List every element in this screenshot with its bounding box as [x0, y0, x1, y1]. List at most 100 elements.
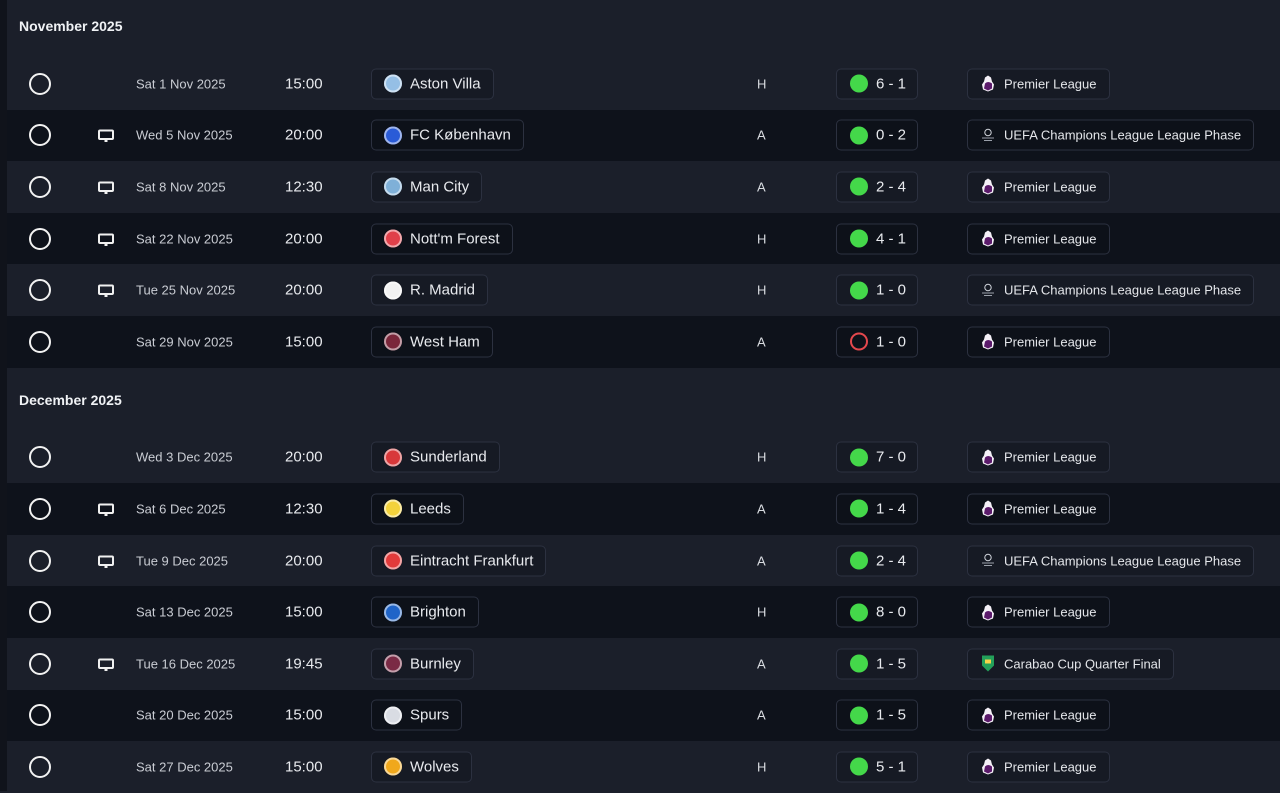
venue-label: H	[757, 76, 767, 92]
match-row[interactable]: Tue 25 Nov 2025 20:00 R. Madrid H 1 - 0 UEFA …	[7, 264, 1280, 316]
competition-name: UEFA Champions League League Phase	[1004, 553, 1242, 569]
fixtures-list: November 2025 Sat 1 Nov 2025 15:00 Aston Vi…	[7, 0, 1280, 793]
kickoff-time: 12:30	[285, 178, 323, 196]
team-crest-icon	[384, 177, 402, 196]
competition-button[interactable]: UEFA Champions League League Phase	[967, 274, 1255, 306]
status-circle-icon[interactable]	[29, 72, 51, 95]
status-circle-icon[interactable]	[29, 175, 51, 198]
match-row[interactable]: Tue 16 Dec 2025 19:45 Burnley A 1 - 5 Carabao…	[7, 638, 1280, 690]
score-text: 1 - 0	[876, 281, 907, 299]
status-circle-icon[interactable]	[29, 755, 51, 778]
status-circle-icon[interactable]	[29, 279, 51, 302]
competition-button[interactable]: Premier League	[967, 751, 1110, 783]
opponent-button[interactable]: Eintracht Frankfurt	[371, 545, 547, 577]
score-text: 1 - 5	[876, 706, 907, 724]
opponent-button[interactable]: Nott'm Forest	[371, 223, 513, 255]
opponent-name: Man City	[410, 178, 470, 196]
match-row[interactable]: Sat 29 Nov 2025 15:00 West Ham A 1 - 0 Premie…	[7, 315, 1280, 368]
kickoff-time: 15:00	[285, 603, 323, 621]
competition-button[interactable]: Premier League	[967, 171, 1110, 203]
venue-label: A	[757, 553, 766, 569]
opponent-button[interactable]: Burnley	[371, 648, 474, 680]
competition-name: Premier League	[1004, 231, 1097, 247]
competition-button[interactable]: UEFA Champions League League Phase	[967, 119, 1255, 151]
score-text: 7 - 0	[876, 448, 907, 466]
opponent-name: Eintracht Frankfurt	[410, 552, 534, 570]
opponent-button[interactable]: Man City	[371, 171, 483, 203]
score-button[interactable]: 5 - 1	[836, 751, 918, 783]
status-circle-icon[interactable]	[29, 124, 51, 147]
opponent-button[interactable]: Wolves	[371, 751, 472, 783]
opponent-button[interactable]: West Ham	[371, 326, 493, 358]
opponent-button[interactable]: Brighton	[371, 596, 479, 628]
opponent-name: Spurs	[410, 706, 450, 724]
score-button[interactable]: 7 - 0	[836, 441, 918, 473]
score-button[interactable]: 6 - 1	[836, 68, 918, 100]
team-crest-icon	[384, 126, 402, 145]
match-row[interactable]: Wed 5 Nov 2025 20:00 FC København A 0 - 2 UEF…	[7, 109, 1280, 162]
match-row[interactable]: Sat 1 Nov 2025 15:00 Aston Villa H 6 - 1 Prem…	[7, 58, 1280, 110]
opponent-button[interactable]: Sunderland	[371, 441, 500, 473]
premier-league-icon	[980, 333, 996, 351]
tv-broadcast-icon	[98, 503, 114, 516]
win-dot-icon	[850, 603, 868, 622]
match-row[interactable]: Sat 8 Nov 2025 12:30 Man City A 2 - 4 Premier…	[7, 161, 1280, 213]
premier-league-icon	[980, 230, 996, 248]
champions-league-icon	[980, 126, 996, 144]
match-row[interactable]: Sat 20 Dec 2025 15:00 Spurs A 1 - 5 Premier L…	[7, 689, 1280, 742]
venue-label: A	[757, 501, 766, 517]
competition-button[interactable]: Premier League	[967, 68, 1110, 100]
competition-button[interactable]: Premier League	[967, 223, 1110, 255]
win-dot-icon	[850, 177, 868, 196]
team-crest-icon	[384, 448, 402, 467]
score-button[interactable]: 2 - 4	[836, 545, 918, 577]
status-circle-icon[interactable]	[29, 446, 51, 469]
competition-button[interactable]: Premier League	[967, 441, 1110, 473]
match-row[interactable]: Tue 9 Dec 2025 20:00 Eintracht Frankfurt A 2…	[7, 535, 1280, 587]
score-button[interactable]: 1 - 5	[836, 648, 918, 680]
opponent-button[interactable]: FC København	[371, 119, 524, 151]
score-button[interactable]: 1 - 4	[836, 493, 918, 525]
competition-button[interactable]: Carabao Cup Quarter Final	[967, 648, 1174, 680]
match-row[interactable]: Sat 22 Nov 2025 20:00 Nott'm Forest H 4 - 1 P…	[7, 212, 1280, 265]
competition-button[interactable]: UEFA Champions League League Phase	[967, 545, 1255, 577]
score-button[interactable]: 8 - 0	[836, 596, 918, 628]
score-button[interactable]: 1 - 0	[836, 274, 918, 306]
status-circle-icon[interactable]	[29, 227, 51, 250]
status-circle-icon[interactable]	[29, 704, 51, 727]
status-circle-icon[interactable]	[29, 497, 51, 520]
competition-button[interactable]: Premier League	[967, 596, 1110, 628]
opponent-name: Sunderland	[410, 448, 487, 466]
score-button[interactable]: 1 - 5	[836, 699, 918, 731]
score-text: 1 - 4	[876, 500, 907, 518]
score-button[interactable]: 1 - 0	[836, 326, 918, 358]
opponent-button[interactable]: R. Madrid	[371, 274, 489, 306]
competition-button[interactable]: Premier League	[967, 493, 1110, 525]
match-row[interactable]: Sat 13 Dec 2025 15:00 Brighton H 8 - 0 Premie…	[7, 586, 1280, 638]
opponent-button[interactable]: Aston Villa	[371, 68, 494, 100]
status-circle-icon[interactable]	[29, 330, 51, 353]
kickoff-time: 20:00	[285, 230, 323, 248]
opponent-button[interactable]: Spurs	[371, 699, 463, 731]
score-button[interactable]: 2 - 4	[836, 171, 918, 203]
team-crest-icon	[384, 281, 402, 300]
status-circle-icon[interactable]	[29, 601, 51, 624]
match-row[interactable]: Sat 27 Dec 2025 15:00 Wolves H 5 - 1 Premier …	[7, 741, 1280, 793]
score-button[interactable]: 4 - 1	[836, 223, 918, 255]
score-text: 6 - 1	[876, 75, 907, 93]
score-text: 5 - 1	[876, 758, 907, 776]
status-circle-icon[interactable]	[29, 652, 51, 675]
premier-league-icon	[980, 603, 996, 621]
competition-button[interactable]: Premier League	[967, 699, 1110, 731]
status-circle-icon[interactable]	[29, 549, 51, 572]
match-row[interactable]: Wed 3 Dec 2025 20:00 Sunderland H 7 - 0 Premi…	[7, 432, 1280, 484]
match-row[interactable]: Sat 6 Dec 2025 12:30 Leeds A 1 - 4 Premier Le…	[7, 483, 1280, 535]
competition-button[interactable]: Premier League	[967, 326, 1110, 358]
team-crest-icon	[384, 706, 402, 725]
score-button[interactable]: 0 - 2	[836, 119, 918, 151]
opponent-button[interactable]: Leeds	[371, 493, 464, 525]
match-date: Sat 1 Nov 2025	[136, 76, 226, 92]
match-date: Sat 20 Dec 2025	[136, 707, 233, 723]
win-dot-icon	[850, 551, 868, 570]
match-date: Sat 13 Dec 2025	[136, 604, 233, 620]
